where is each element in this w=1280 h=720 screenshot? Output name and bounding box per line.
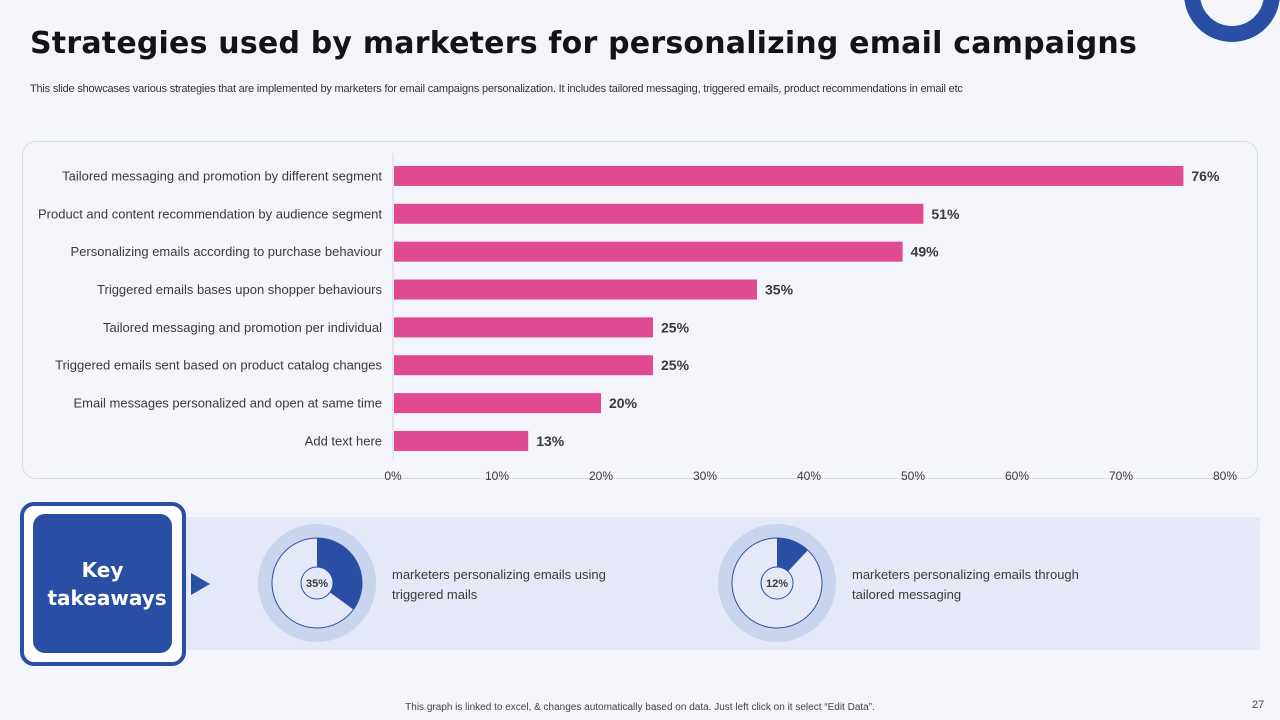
bar[interactable]	[394, 279, 757, 300]
category-label: Personalizing emails according to purcha…	[71, 244, 383, 259]
x-tick-label: 40%	[797, 469, 821, 480]
data-label: 76%	[1191, 168, 1220, 184]
category-label: Email messages personalized and open at …	[73, 396, 382, 411]
bar[interactable]	[394, 203, 924, 224]
donut-chart-tailored: 12%	[718, 524, 836, 642]
category-label: Add text here	[305, 433, 382, 448]
bar[interactable]	[394, 241, 903, 262]
footer-note: This graph is linked to excel, & changes…	[405, 702, 875, 713]
page-number: 27	[1252, 699, 1265, 711]
category-label: Tailored messaging and promotion by diff…	[62, 168, 382, 183]
donut-percent-label: 35%	[306, 578, 328, 590]
bar-chart[interactable]: Tailored messaging and promotion by diff…	[23, 142, 1259, 480]
bar[interactable]	[394, 165, 1184, 186]
slide-title: Strategies used by marketers for persona…	[30, 26, 1138, 61]
bar[interactable]	[394, 393, 601, 414]
slide-subtitle: This slide showcases various strategies …	[30, 83, 963, 95]
data-label: 51%	[931, 206, 960, 222]
donut-slice	[317, 538, 362, 610]
donut-center	[760, 566, 794, 600]
donut-slice	[777, 538, 808, 572]
category-label: Product and content recommendation by au…	[38, 206, 382, 221]
takeaway-text-tailored: marketers personalizing emails through t…	[852, 567, 1079, 602]
bar[interactable]	[394, 430, 529, 451]
x-tick-label: 10%	[485, 469, 509, 480]
corner-ring-decoration	[1184, 0, 1280, 42]
category-label: Tailored messaging and promotion per ind…	[103, 320, 382, 335]
play-arrow-icon	[191, 573, 210, 595]
category-label: Triggered emails bases upon shopper beha…	[97, 282, 382, 297]
chart-panel[interactable]: Tailored messaging and promotion by diff…	[22, 141, 1259, 480]
key-takeaways-label: Key takeaways	[47, 557, 167, 610]
bar[interactable]	[394, 355, 653, 376]
key-takeaways-box: Key takeaways	[33, 514, 172, 653]
data-label: 20%	[609, 395, 638, 411]
x-tick-label: 0%	[384, 469, 402, 480]
donut-chart-triggered: 35%	[258, 524, 376, 642]
x-tick-label: 80%	[1213, 469, 1237, 480]
bar[interactable]	[394, 317, 653, 338]
x-tick-label: 30%	[693, 469, 717, 480]
takeaway-text-triggered: marketers personalizing emails using tri…	[392, 567, 606, 602]
data-label: 49%	[911, 244, 940, 260]
data-label: 25%	[661, 319, 690, 335]
x-tick-label: 70%	[1109, 469, 1133, 480]
x-tick-label: 50%	[901, 469, 925, 480]
data-label: 25%	[661, 357, 690, 373]
donut-center	[300, 566, 334, 600]
x-tick-label: 20%	[589, 469, 613, 480]
donut-percent-label: 12%	[766, 578, 788, 590]
data-label: 13%	[536, 433, 565, 449]
x-tick-label: 60%	[1005, 469, 1029, 480]
data-label: 35%	[765, 282, 794, 298]
category-label: Triggered emails sent based on product c…	[55, 358, 382, 373]
